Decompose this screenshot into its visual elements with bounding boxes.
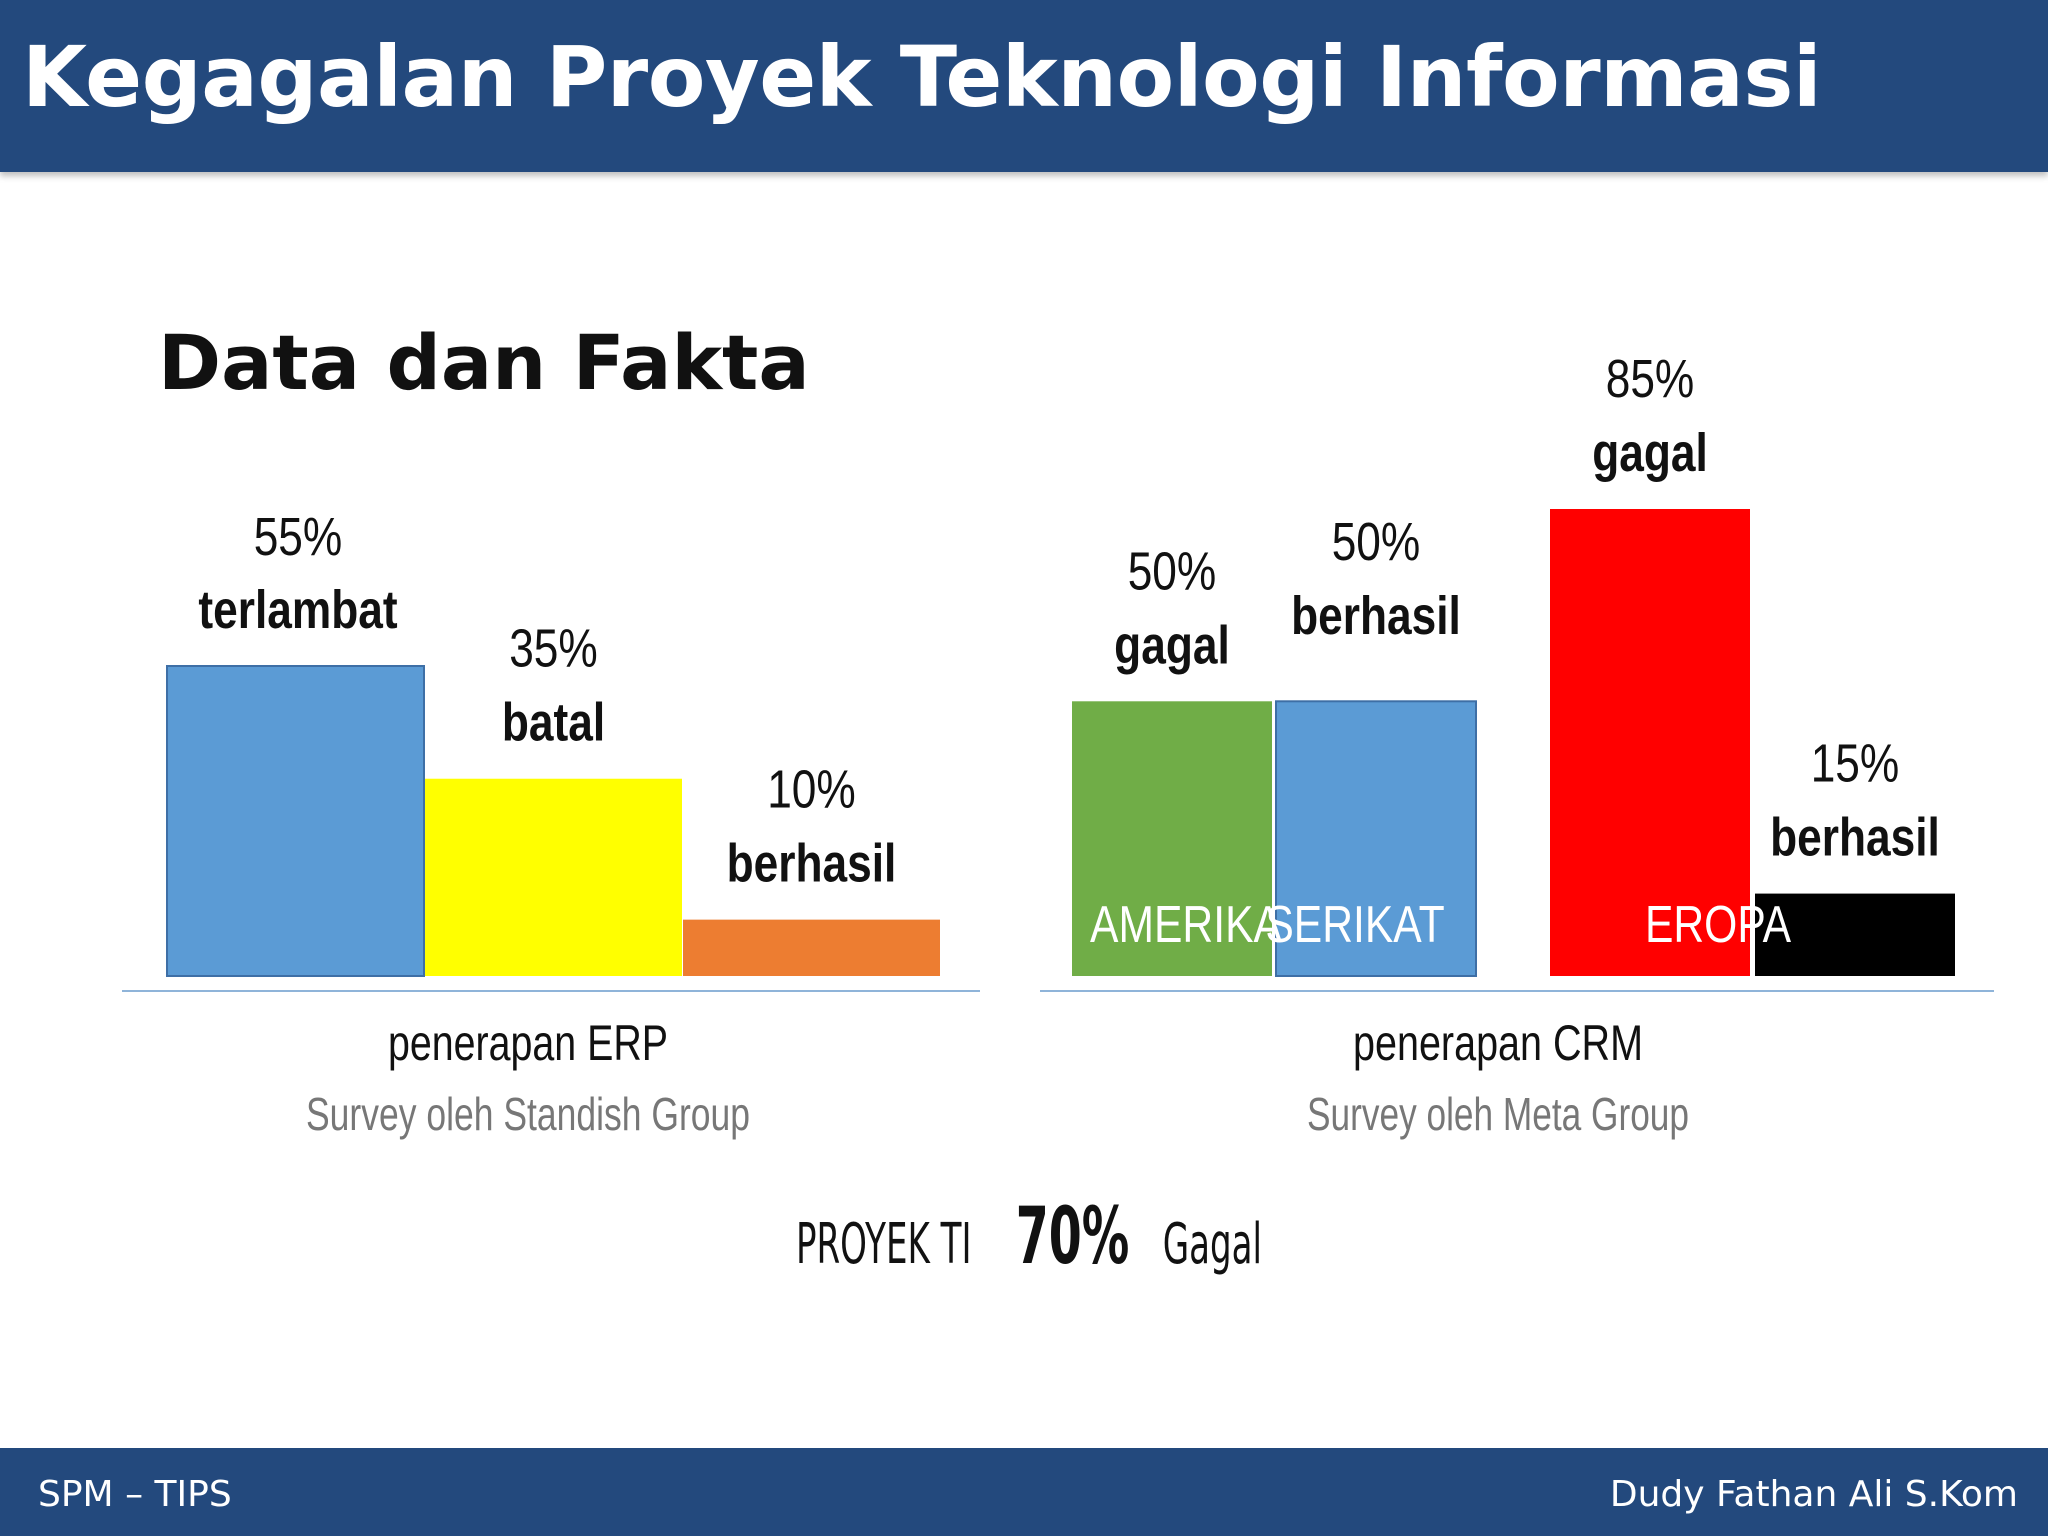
slide-title: Kegagalan Proyek Teknologi Informasi (22, 28, 1822, 126)
conclusion-prefix: PROYEK TI (796, 1212, 972, 1277)
conclusion-highlight: 70% (1016, 1192, 1130, 1282)
slide-footer: SPM – TIPS Dudy Fathan Ali S.Kom (0, 1448, 2048, 1536)
erp-bar-terlambat (166, 665, 425, 977)
crm-bar-amerika-berhasil (1275, 700, 1477, 977)
crm-label-percent-eropa-berhasil: 15% (1811, 733, 1900, 793)
crm-region-label-serikat: SERIKAT (1265, 896, 1444, 954)
erp-label-category-batal: batal (502, 693, 605, 753)
crm-label-category-amerika-gagal: gagal (1114, 615, 1230, 675)
crm-bar-eropa-gagal (1550, 509, 1750, 976)
erp-label-category-berhasil: berhasil (727, 834, 897, 894)
crm-region-label-amerika: AMERIKA (1090, 896, 1282, 954)
footer-left-text: SPM – TIPS (38, 1474, 232, 1515)
erp-chart-subtitle: Survey oleh Standish Group (306, 1088, 750, 1140)
crm-bar-amerika-gagal (1072, 701, 1272, 976)
crm-bar-eropa-berhasil (1755, 893, 1955, 976)
crm-label-percent-amerika-berhasil: 50% (1332, 512, 1421, 572)
section-title: Data dan Fakta (158, 318, 810, 407)
erp-chart: 55% terlambat 35% batal 10% berhasil pen… (122, 507, 980, 1140)
erp-label-percent-berhasil: 10% (767, 760, 856, 820)
conclusion: PROYEK TI 70% Gagal (0, 1192, 2048, 1282)
erp-label-percent-terlambat: 55% (254, 507, 343, 567)
erp-bar-berhasil (683, 919, 940, 976)
crm-label-category-amerika-berhasil: berhasil (1291, 586, 1461, 646)
erp-bar-batal (425, 778, 682, 976)
crm-chart: 50% gagal 50% berhasil 85% gagal 15% ber… (1040, 349, 1994, 1140)
conclusion-suffix: Gagal (1163, 1212, 1263, 1277)
crm-label-percent-eropa-gagal: 85% (1606, 349, 1695, 409)
erp-chart-title: penerapan ERP (388, 1015, 668, 1071)
erp-label-percent-batal: 35% (509, 619, 598, 679)
crm-region-label-eropa: EROPA (1645, 896, 1791, 954)
slide-header: Kegagalan Proyek Teknologi Informasi (0, 0, 2048, 172)
footer-author: Dudy Fathan Ali S.Kom (1609, 1474, 2018, 1515)
crm-label-category-eropa-berhasil: berhasil (1770, 807, 1940, 867)
crm-chart-subtitle: Survey oleh Meta Group (1307, 1088, 1689, 1140)
crm-chart-title: penerapan CRM (1353, 1015, 1643, 1071)
crm-label-percent-amerika-gagal: 50% (1128, 541, 1217, 601)
crm-label-category-eropa-gagal: gagal (1592, 423, 1708, 483)
erp-label-category-terlambat: terlambat (198, 580, 397, 640)
